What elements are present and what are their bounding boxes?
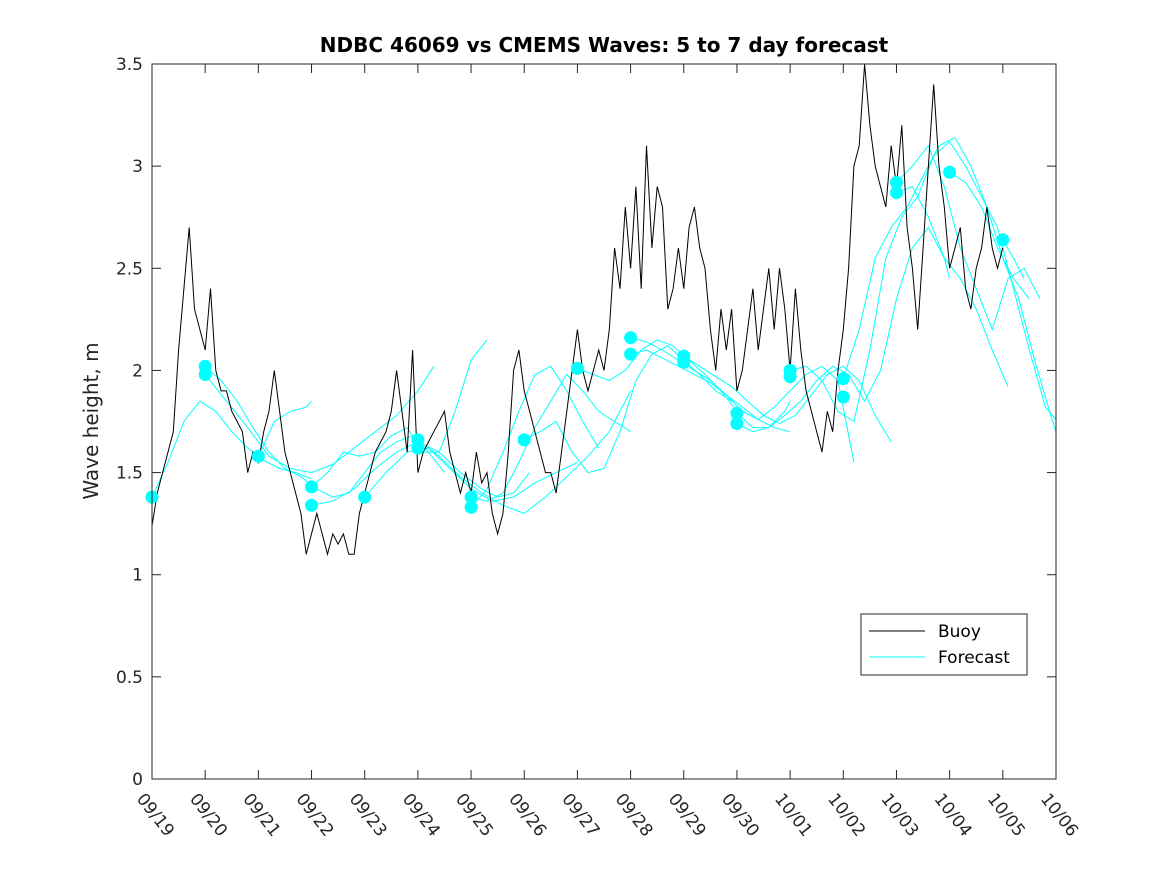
legend-forecast-label: Forecast bbox=[938, 648, 1010, 668]
y-tick-label-2: 1 bbox=[132, 566, 143, 586]
x-tick-label-10: 09/29 bbox=[664, 790, 710, 841]
legend-buoy-label: Buoy bbox=[938, 622, 981, 642]
forecast-marker-4-0 bbox=[305, 480, 318, 494]
forecast-marker-3-0 bbox=[251, 449, 265, 463]
forecast-marker-12-0 bbox=[624, 331, 638, 345]
legend-box bbox=[860, 613, 1028, 676]
forecast-line-14 bbox=[683, 355, 892, 443]
forecast-marker-19-1 bbox=[890, 186, 903, 200]
forecast-marker-1-1 bbox=[198, 368, 212, 381]
forecast-line-8 bbox=[470, 373, 631, 502]
y-tick-label-5: 2.5 bbox=[116, 259, 143, 279]
x-tick-label-13: 10/02 bbox=[823, 790, 869, 841]
x-axis: 09/19 09/20 09/21 09/22 09/23 09/24 09/25 09/26… bbox=[132, 64, 1082, 841]
forecast-marker-7-1 bbox=[411, 441, 425, 455]
forecast-line-1 bbox=[204, 365, 445, 498]
y-tick-label-1: 0.5 bbox=[116, 668, 143, 688]
forecast-line-10 bbox=[523, 345, 732, 474]
forecast-line-19 bbox=[896, 144, 1041, 332]
x-tick-label-8: 09/27 bbox=[557, 790, 603, 841]
x-tick-label-4: 09/23 bbox=[345, 790, 391, 841]
x-tick-label-12: 10/01 bbox=[770, 790, 816, 841]
y-axis-label: Wave height, m bbox=[79, 342, 103, 499]
forecast-line-20 bbox=[896, 185, 1009, 387]
forecast-marker-21-0 bbox=[943, 165, 957, 179]
y-axis: 0 0.5 1 1.5 2 2.5 3 3.5 bbox=[116, 55, 1056, 790]
x-tick-label-11: 09/30 bbox=[717, 790, 763, 841]
x-tick-label-9: 09/28 bbox=[611, 790, 657, 841]
forecast-line-5 bbox=[311, 441, 530, 506]
x-tick-label-0: 09/19 bbox=[132, 790, 178, 841]
forecast-line-12 bbox=[630, 337, 791, 433]
forecast-marker-18-1 bbox=[836, 390, 850, 404]
forecast-marker-18-0 bbox=[836, 372, 850, 386]
forecast-marker-8-0 bbox=[464, 490, 478, 504]
x-tick-label-6: 09/25 bbox=[451, 790, 497, 841]
forecast-marker-15-0 bbox=[730, 406, 744, 420]
axes-box bbox=[151, 63, 1057, 780]
buoy-line bbox=[151, 63, 1004, 557]
forecast-marker-14-1 bbox=[677, 355, 691, 369]
forecast-line-2 bbox=[204, 366, 435, 474]
forecast-marker-17-1 bbox=[783, 370, 797, 384]
y-tick-label-4: 2 bbox=[132, 361, 143, 381]
x-tick-label-5: 09/24 bbox=[398, 790, 444, 841]
x-tick-label-14: 10/03 bbox=[877, 790, 923, 841]
forecast-line-0 bbox=[151, 400, 312, 498]
plot-area bbox=[145, 63, 1057, 557]
forecast-line-22 bbox=[1002, 239, 1025, 279]
forecast-marker-8-1 bbox=[464, 500, 478, 514]
x-tick-label-15: 10/04 bbox=[930, 790, 976, 841]
forecast-line-6 bbox=[364, 447, 578, 502]
forecast-line-4 bbox=[311, 339, 488, 488]
forecast-line-3 bbox=[257, 400, 312, 457]
forecast-marker-19-0 bbox=[890, 176, 903, 189]
x-tick-label-2: 09/21 bbox=[238, 790, 284, 841]
x-tick-label-7: 09/26 bbox=[504, 790, 550, 841]
forecast-marker-12-1 bbox=[624, 347, 638, 361]
x-tick-label-1: 09/20 bbox=[185, 790, 231, 841]
legend: Buoy Forecast bbox=[860, 613, 1028, 676]
forecast-marker-10-0 bbox=[517, 433, 531, 447]
forecast-line-9 bbox=[470, 365, 600, 508]
forecast-marker-22-0 bbox=[996, 233, 1010, 247]
forecast-marker-11-0 bbox=[570, 361, 584, 375]
x-tick-label-17: 10/06 bbox=[1036, 790, 1082, 841]
forecast-line-15 bbox=[736, 226, 951, 429]
forecast-line-18 bbox=[842, 136, 1057, 432]
forecast-marker-4-1 bbox=[305, 498, 318, 512]
chart-title: NDBC 46069 vs CMEMS Waves: 5 to 7 day fo… bbox=[320, 33, 889, 57]
y-tick-label-6: 3 bbox=[132, 157, 143, 177]
y-tick-label-7: 3.5 bbox=[116, 55, 143, 75]
x-tick-label-3: 09/22 bbox=[292, 790, 338, 841]
forecast-marker-6-0 bbox=[358, 490, 372, 504]
x-tick-label-16: 10/05 bbox=[983, 790, 1029, 841]
y-tick-label-0: 0 bbox=[132, 770, 143, 790]
forecast-line-16 bbox=[736, 400, 791, 433]
forecast-marker-15-1 bbox=[730, 417, 744, 430]
y-tick-label-3: 1.5 bbox=[116, 464, 143, 484]
forecast-line-7 bbox=[417, 390, 632, 514]
